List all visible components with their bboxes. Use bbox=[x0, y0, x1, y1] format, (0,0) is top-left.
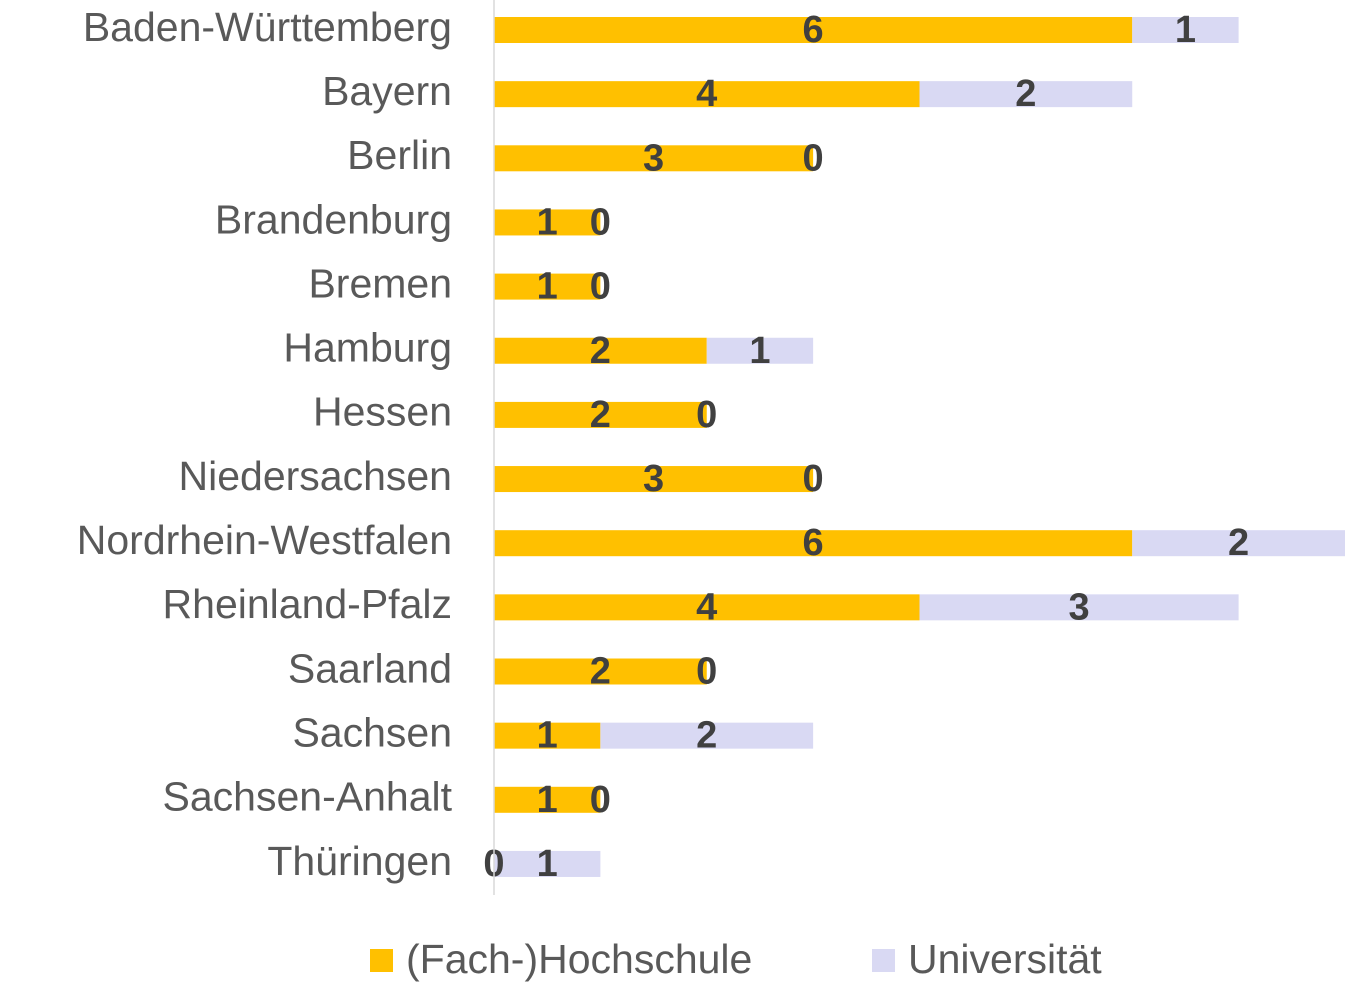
y-tick-label: Baden-Württemberg bbox=[83, 4, 452, 50]
bar-segment bbox=[494, 17, 1133, 43]
data-label: 0 bbox=[590, 779, 611, 821]
data-label: 3 bbox=[643, 137, 664, 179]
bar-segment bbox=[706, 337, 814, 364]
data-label: 2 bbox=[1228, 522, 1249, 564]
data-label: 0 bbox=[803, 137, 824, 179]
data-label: 1 bbox=[749, 330, 770, 372]
bar-segment bbox=[600, 722, 814, 749]
bar-segment bbox=[494, 722, 601, 749]
data-label: 6 bbox=[803, 9, 824, 51]
data-label: 0 bbox=[696, 394, 717, 436]
bar-segment bbox=[494, 466, 814, 493]
y-tick-label: Saarland bbox=[288, 645, 452, 691]
data-label: 3 bbox=[1068, 586, 1089, 628]
bar-segment bbox=[494, 337, 707, 364]
y-tick-label: Niedersachsen bbox=[179, 453, 453, 499]
data-label: 2 bbox=[590, 330, 611, 372]
bar-segment bbox=[494, 209, 601, 236]
legend-swatch bbox=[370, 949, 393, 972]
y-tick-label: Sachsen-Anhalt bbox=[163, 774, 453, 820]
y-tick-label: Hessen bbox=[313, 389, 452, 435]
legend-swatch bbox=[872, 949, 895, 972]
legend-label: (Fach-)Hochschule bbox=[406, 936, 752, 982]
data-label: 1 bbox=[1175, 9, 1196, 51]
y-tick-label: Thüringen bbox=[267, 838, 452, 884]
y-tick-label: Bremen bbox=[308, 260, 452, 306]
data-label: 1 bbox=[537, 266, 558, 308]
bar-segment bbox=[494, 145, 814, 172]
data-label: 0 bbox=[590, 266, 611, 308]
bar-segment bbox=[494, 850, 601, 877]
bar-segment bbox=[919, 594, 1239, 621]
data-label: 0 bbox=[696, 651, 717, 693]
y-tick-label: Hamburg bbox=[283, 325, 452, 371]
legend-label: Universität bbox=[908, 936, 1102, 982]
y-tick-label: Sachsen bbox=[292, 709, 452, 755]
data-label: 6 bbox=[803, 522, 824, 564]
data-label: 0 bbox=[590, 201, 611, 243]
data-label: 1 bbox=[537, 779, 558, 821]
data-label: 1 bbox=[537, 201, 558, 243]
data-label: 2 bbox=[1015, 73, 1036, 115]
bar-segment bbox=[494, 401, 707, 428]
data-label: 0 bbox=[803, 458, 824, 500]
y-tick-label: Bayern bbox=[322, 68, 452, 114]
data-label: 2 bbox=[590, 394, 611, 436]
y-tick-label: Berlin bbox=[347, 132, 452, 178]
bar-segment bbox=[494, 530, 1133, 557]
data-label: 2 bbox=[590, 651, 611, 693]
bar-segment bbox=[1132, 17, 1239, 43]
bar-segment bbox=[1132, 530, 1345, 557]
data-label: 1 bbox=[537, 715, 558, 757]
data-label: 4 bbox=[696, 586, 717, 628]
y-tick-label: Nordrhein-Westfalen bbox=[77, 517, 452, 563]
data-label: 4 bbox=[696, 73, 717, 115]
bar-segment bbox=[494, 786, 601, 813]
y-tick-label: Rheinland-Pfalz bbox=[163, 581, 452, 627]
bar-segment bbox=[919, 81, 1133, 108]
bar-segment bbox=[494, 658, 707, 685]
bar-segment bbox=[494, 81, 920, 108]
data-label: 2 bbox=[696, 715, 717, 757]
bar-segment bbox=[494, 594, 920, 621]
data-label: 3 bbox=[643, 458, 664, 500]
y-tick-label: Brandenburg bbox=[215, 196, 452, 242]
data-label: 1 bbox=[537, 843, 558, 885]
bar-segment bbox=[494, 273, 601, 300]
